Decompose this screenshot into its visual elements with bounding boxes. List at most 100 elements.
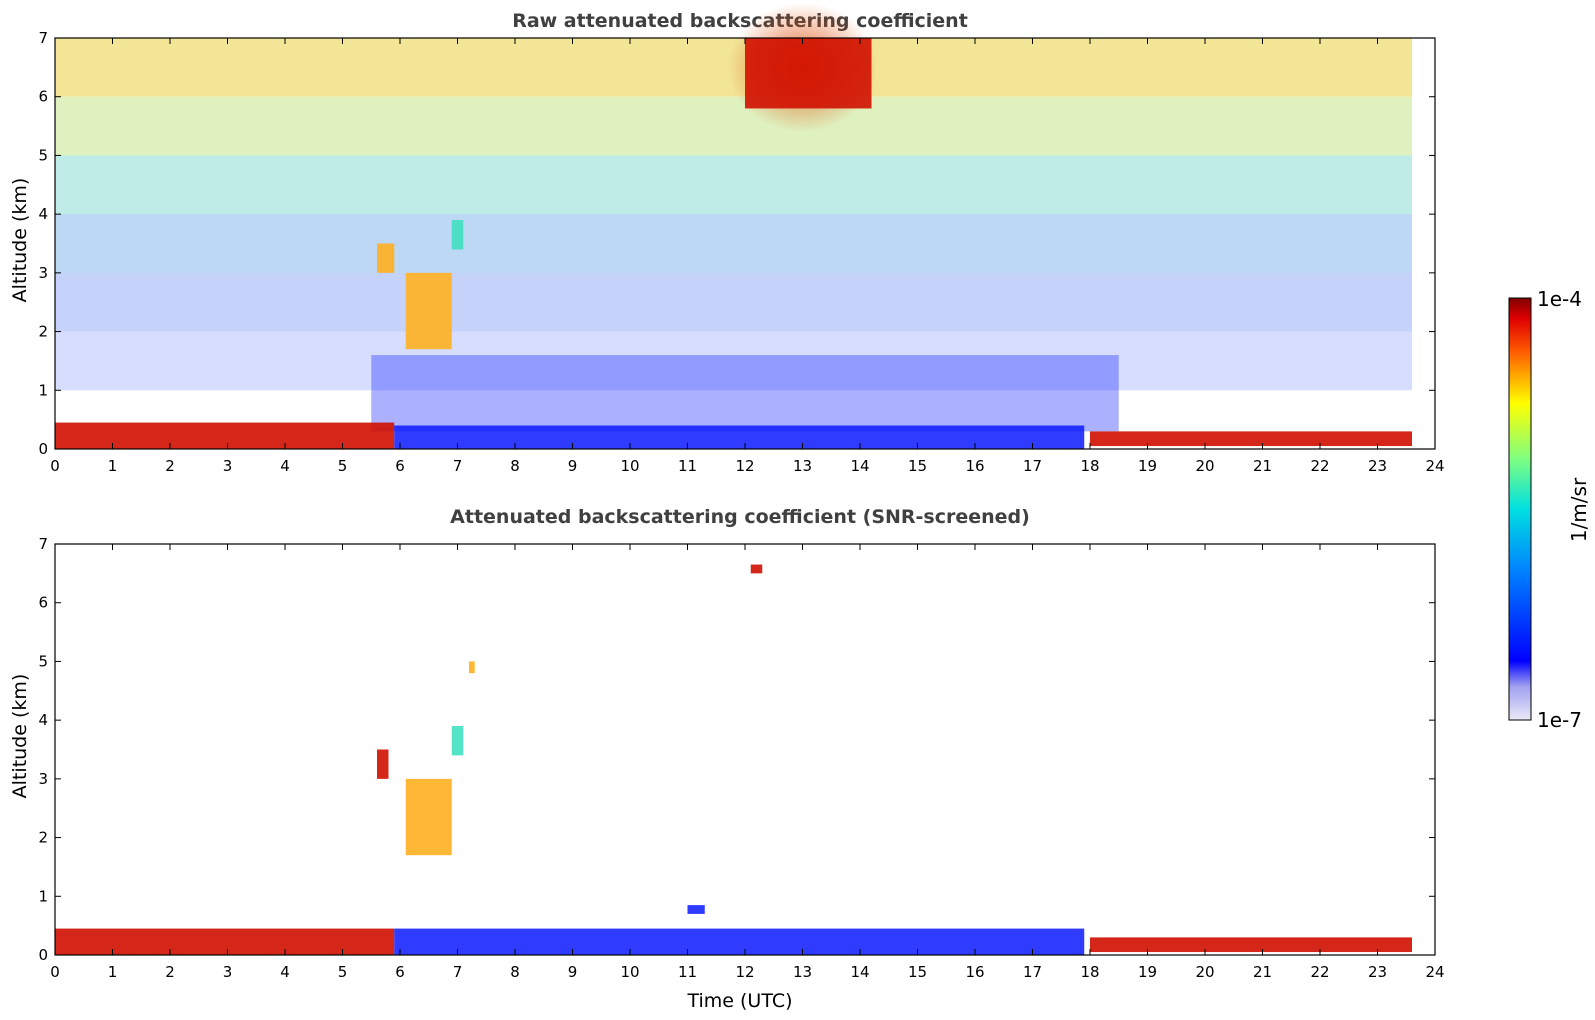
sky-band <box>55 214 1412 273</box>
colorbar-min-label: 1e-7 <box>1537 708 1582 732</box>
x-tick-label: 18 <box>1080 963 1099 981</box>
y-tick-label: 3 <box>38 264 48 282</box>
y-tick-label: 7 <box>38 535 48 553</box>
raw-panel-title: Raw attenuated backscattering coefficien… <box>512 10 968 32</box>
x-tick-label: 10 <box>620 457 639 475</box>
x-tick-label: 19 <box>1138 457 1157 475</box>
x-tick-label: 11 <box>678 963 697 981</box>
screened-plot-background <box>55 544 1435 955</box>
raw-panel: Raw attenuated backscattering coefficien… <box>9 2 1445 475</box>
x-tick-label: 12 <box>735 963 754 981</box>
heatmap-feature <box>55 422 395 449</box>
y-tick-label: 2 <box>38 323 48 341</box>
heatmap-feature <box>405 272 452 350</box>
x-tick-label: 22 <box>1310 457 1329 475</box>
x-tick-label: 5 <box>338 963 348 981</box>
colorbar-gradient <box>1508 297 1532 721</box>
x-tick-label: 11 <box>678 457 697 475</box>
x-tick-label: 9 <box>568 963 578 981</box>
x-tick-label: 9 <box>568 457 578 475</box>
sky-band <box>55 96 1412 156</box>
heatmap-feature <box>377 243 395 273</box>
x-tick-label: 1 <box>108 963 118 981</box>
screened-panel-title: Attenuated backscattering coefficient (S… <box>450 506 1030 528</box>
screened-heatmap <box>55 564 1412 955</box>
heatmap-feature <box>745 38 872 109</box>
x-tick-label: 17 <box>1023 963 1042 981</box>
x-tick-label: 4 <box>280 963 290 981</box>
raw-heatmap <box>55 38 1412 449</box>
x-tick-label: 3 <box>223 457 233 475</box>
heatmap-feature <box>1090 431 1412 447</box>
y-tick-label: 6 <box>38 594 48 612</box>
y-tick-label: 5 <box>38 146 48 164</box>
heatmap-feature <box>55 928 395 955</box>
raw-axes: 0 1 2 3 4 5 6 7 8 9 10 11 12 13 14 15 16 17 18 19 20 21 22 23 24… <box>38 29 1444 475</box>
x-tick-label: 12 <box>735 457 754 475</box>
x-tick-label: 24 <box>1425 457 1444 475</box>
heatmap-feature <box>405 778 452 856</box>
x-tick-label: 5 <box>338 457 348 475</box>
x-tick-label: 14 <box>850 457 869 475</box>
x-tick-label: 6 <box>395 457 405 475</box>
sky-band <box>55 272 1412 332</box>
x-tick-label: 4 <box>280 457 290 475</box>
x-tick-label: 15 <box>908 963 927 981</box>
x-tick-label: 0 <box>50 457 60 475</box>
heatmap-feature <box>394 425 1085 449</box>
colorbar-max-label: 1e-4 <box>1537 287 1582 311</box>
x-tick-label: 0 <box>50 963 60 981</box>
x-tick-label: 22 <box>1310 963 1329 981</box>
x-tick-label: 13 <box>793 457 812 475</box>
x-tick-label: 21 <box>1253 963 1272 981</box>
colorbar: 1e-4 1e-7 1/m/sr <box>1508 287 1591 732</box>
x-tick-label: 13 <box>793 963 812 981</box>
y-tick-label: 5 <box>38 652 48 670</box>
y-tick-label: 1 <box>38 887 48 905</box>
y-tick-label: 0 <box>38 946 48 964</box>
y-tick-label: 6 <box>38 88 48 106</box>
x-tick-label: 7 <box>453 963 463 981</box>
heatmap-feature <box>687 905 705 914</box>
heatmap-feature <box>451 726 464 756</box>
sky-band <box>55 155 1412 215</box>
y-tick-label: 0 <box>38 440 48 458</box>
y-tick-label: 7 <box>38 29 48 47</box>
x-tick-label: 20 <box>1195 963 1214 981</box>
low-noise-region <box>371 355 1119 432</box>
y-tick-label: 4 <box>38 205 48 223</box>
x-tick-label: 21 <box>1253 457 1272 475</box>
x-tick-label: 16 <box>965 457 984 475</box>
y-tick-label: 3 <box>38 770 48 788</box>
x-tick-label: 23 <box>1368 457 1387 475</box>
screened-panel: Attenuated backscattering coefficient (S… <box>9 506 1445 1012</box>
x-tick-label: 1 <box>108 457 118 475</box>
heatmap-feature <box>377 749 389 779</box>
x-tick-label: 8 <box>510 457 520 475</box>
x-tick-label: 19 <box>1138 963 1157 981</box>
x-tick-label: 2 <box>165 457 175 475</box>
x-tick-label: 20 <box>1195 457 1214 475</box>
y-tick-label: 4 <box>38 711 48 729</box>
heatmap-feature <box>750 564 763 574</box>
colorbar-unit-label: 1/m/sr <box>1567 477 1591 542</box>
screened-axes: 0 1 2 3 4 5 6 7 8 9 10 11 12 13 14 15 16 17 18 19 20 21 22 23 24… <box>38 535 1444 981</box>
sky-band <box>55 331 1412 391</box>
x-tick-label: 14 <box>850 963 869 981</box>
x-tick-label: 6 <box>395 963 405 981</box>
heatmap-feature <box>451 220 464 250</box>
heatmap-feature <box>469 661 475 674</box>
heatmap-feature <box>394 928 1085 955</box>
x-tick-label: 8 <box>510 963 520 981</box>
x-tick-label: 16 <box>965 963 984 981</box>
x-tick-label: 17 <box>1023 457 1042 475</box>
x-tick-label: 10 <box>620 963 639 981</box>
y-tick-label: 2 <box>38 829 48 847</box>
x-tick-label: 3 <box>223 963 233 981</box>
screened-panel-ylabel: Altitude (km) <box>9 674 31 799</box>
x-tick-label: 24 <box>1425 963 1444 981</box>
x-tick-label: 7 <box>453 457 463 475</box>
raw-panel-ylabel: Altitude (km) <box>9 178 31 303</box>
x-tick-label: 15 <box>908 457 927 475</box>
x-tick-label: 23 <box>1368 963 1387 981</box>
